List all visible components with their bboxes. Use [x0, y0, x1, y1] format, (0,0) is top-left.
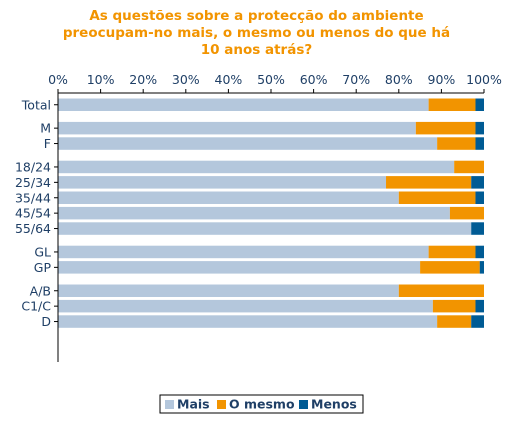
bar-segment	[58, 299, 433, 313]
legend-label: O mesmo	[229, 397, 295, 412]
category-label: 18/24	[15, 159, 51, 174]
bar-segment	[58, 121, 416, 135]
chart-title-line-1: As questões sobre a protecção do ambient…	[89, 8, 424, 24]
bar-segment	[475, 98, 484, 111]
bar-segment	[437, 315, 472, 328]
legend-label: Mais	[177, 397, 210, 412]
category-label: GL	[34, 244, 51, 259]
category-label: D	[41, 314, 51, 329]
bar-segment	[475, 299, 484, 313]
bar-segment	[471, 176, 484, 189]
bar-segment	[449, 206, 484, 220]
bar-segment	[432, 299, 476, 313]
x-tick-label: 0%	[48, 72, 68, 87]
bar-segment	[415, 121, 476, 135]
x-tick-label: 80%	[385, 72, 413, 87]
category-label: M	[40, 121, 51, 136]
bar-segment	[471, 315, 484, 328]
legend-label: Menos	[311, 397, 357, 412]
bar-segment	[475, 137, 484, 150]
bar-segment	[58, 206, 450, 220]
chart-title-line-2: preocupam-no mais, o mesmo ou menos do q…	[62, 25, 451, 41]
bar-segment	[471, 222, 484, 235]
bar-segment	[58, 245, 429, 259]
bar-segment	[398, 191, 476, 204]
bar-segment	[475, 245, 484, 259]
bar-segment	[454, 160, 484, 174]
bar-segment	[58, 137, 438, 150]
legend-swatch	[217, 400, 226, 409]
category-label: F	[44, 136, 51, 151]
x-tick-label: 40%	[215, 72, 243, 87]
category-label: Total	[21, 97, 51, 112]
bar-segment	[475, 121, 484, 135]
legend-swatch	[299, 400, 308, 409]
x-tick-label: 70%	[342, 72, 370, 87]
bar-segment	[58, 284, 399, 297]
x-tick-label: 60%	[300, 72, 328, 87]
bar-segment	[58, 98, 429, 111]
category-label: 25/34	[15, 175, 51, 190]
bar-segment	[58, 160, 455, 174]
bar-segment	[475, 191, 484, 204]
category-label: C1/C	[21, 299, 51, 314]
x-axis: 0% 10% 20% 30% 40% 50% 60% 70% 80% 90% 100%	[48, 72, 502, 94]
chart-title: As questões sobre a protecção do ambient…	[0, 8, 513, 59]
bar-segment	[479, 261, 484, 274]
category-label: A/B	[30, 283, 51, 298]
chart-title-line-3: 10 anos atrás?	[200, 42, 313, 58]
bar-segment	[58, 176, 387, 189]
legend: Mais O mesmo Menos	[159, 394, 364, 414]
category-label: 45/54	[15, 206, 51, 221]
bar-segment	[437, 137, 476, 150]
x-tick-label: 90%	[428, 72, 456, 87]
x-tick-label: 100%	[466, 72, 502, 87]
x-tick-label: 50%	[257, 72, 285, 87]
bar-segment	[398, 284, 484, 297]
bar-segment	[58, 222, 472, 235]
bars	[58, 98, 484, 328]
category-label: GP	[34, 260, 52, 275]
bar-segment	[428, 245, 476, 259]
bar-segment	[428, 98, 476, 111]
bar-segment	[58, 261, 421, 274]
legend-swatch	[165, 400, 174, 409]
x-tick-label: 10%	[87, 72, 115, 87]
bar-segment	[58, 315, 438, 328]
x-tick-label: 30%	[172, 72, 200, 87]
bar-segment	[386, 176, 472, 189]
bar-segment	[420, 261, 480, 274]
legend-box	[159, 394, 364, 414]
category-label: 35/44	[15, 190, 51, 205]
bar-segment	[58, 191, 399, 204]
x-tick-label: 20%	[129, 72, 157, 87]
category-label: 55/64	[15, 221, 51, 236]
